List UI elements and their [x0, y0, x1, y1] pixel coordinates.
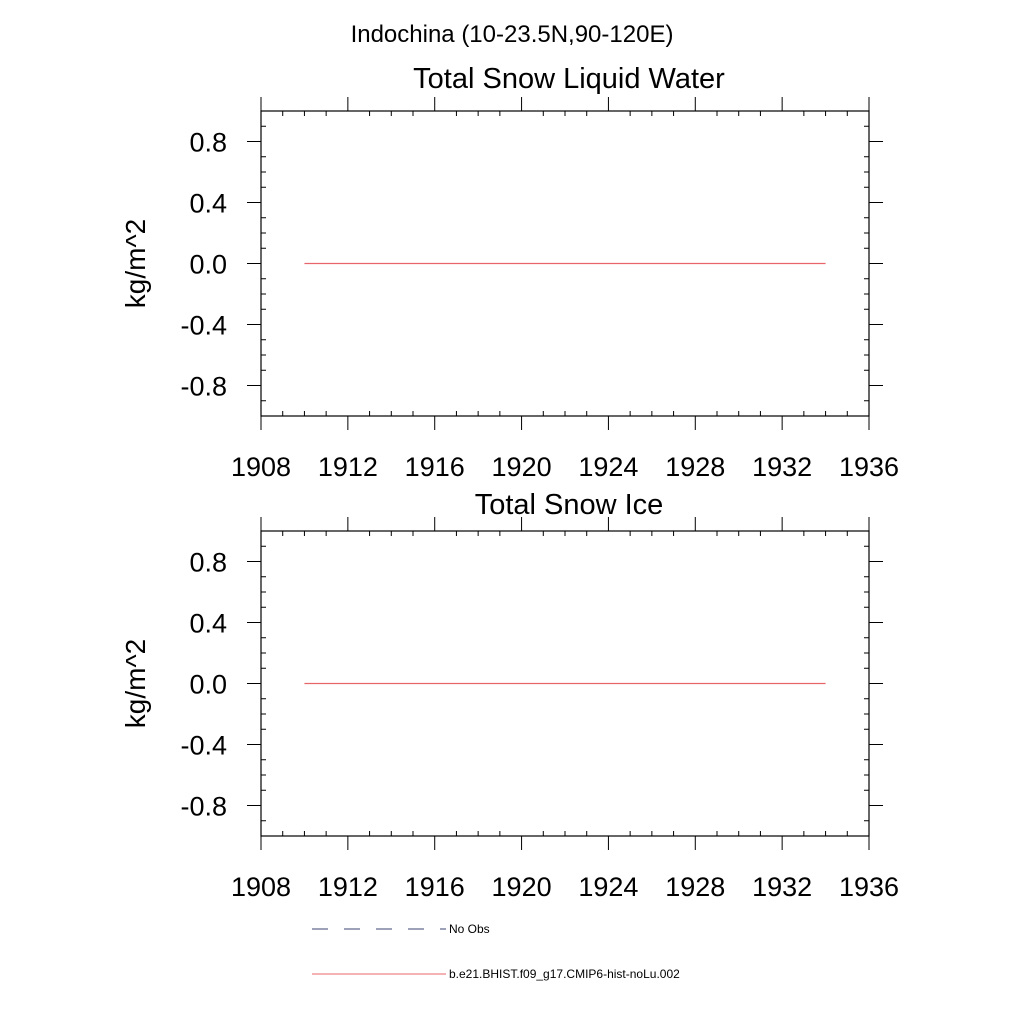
x-tick-label: 1920	[492, 872, 552, 902]
y-tick-label: 0.4	[189, 189, 227, 219]
y-tick-label: -0.8	[180, 792, 227, 822]
y-tick-label: 0.8	[189, 128, 227, 158]
x-tick-label: 1912	[318, 872, 378, 902]
x-tick-label: 1932	[752, 872, 812, 902]
x-tick-label: 1932	[752, 452, 812, 482]
y-axis-label: kg/m^2	[120, 219, 151, 308]
y-tick-label: 0.8	[189, 548, 227, 578]
chart-panel-2: Total Snow Ice 1908 1912 1916 1920 1924 1928 19…	[120, 489, 899, 902]
panel-title: Total Snow Ice	[475, 489, 664, 521]
x-tick-label: 1912	[318, 452, 378, 482]
y-tick-label: 0.0	[189, 670, 227, 700]
x-tick-label: 1916	[405, 872, 465, 902]
y-tick-label: 0.0	[189, 250, 227, 280]
x-tick-label: 1908	[231, 452, 291, 482]
legend-item: No Obs	[312, 922, 490, 936]
chart-panel-1: Total Snow Liquid Water 1908 1912 1916 1920 1…	[120, 63, 899, 482]
y-tick-label: -0.8	[180, 372, 227, 402]
y-tick-label: 0.4	[189, 609, 227, 639]
legend-label: No Obs	[449, 922, 490, 936]
x-tick-label: 1916	[405, 452, 465, 482]
y-tick-label: -0.4	[180, 731, 227, 761]
x-tick-label: 1924	[578, 452, 638, 482]
x-tick-label: 1908	[231, 872, 291, 902]
y-axis-label: kg/m^2	[120, 639, 151, 728]
legend: No Obs b.e21.BHIST.f09_g17.CMIP6-hist-noL…	[312, 922, 680, 981]
legend-label: b.e21.BHIST.f09_g17.CMIP6-hist-noLu.002	[449, 967, 680, 981]
x-tick-label: 1936	[839, 872, 899, 902]
x-tick-label: 1936	[839, 452, 899, 482]
x-tick-label: 1928	[665, 872, 725, 902]
x-tick-label: 1924	[578, 872, 638, 902]
x-tick-label: 1920	[492, 452, 552, 482]
figure-title: Indochina (10-23.5N,90-120E)	[351, 21, 674, 48]
y-tick-label: -0.4	[180, 311, 227, 341]
chart-panels: Total Snow Liquid Water 1908 1912 1916 1920 1…	[120, 63, 899, 902]
x-tick-label: 1928	[665, 452, 725, 482]
legend-item: b.e21.BHIST.f09_g17.CMIP6-hist-noLu.002	[312, 967, 680, 981]
panel-title: Total Snow Liquid Water	[413, 63, 725, 95]
